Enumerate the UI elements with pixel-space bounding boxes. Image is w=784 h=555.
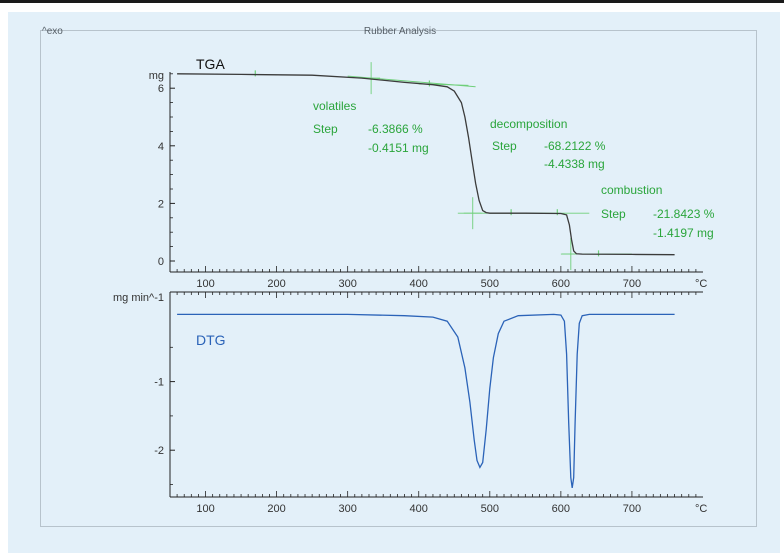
tga-x-tick-label: 700	[623, 278, 641, 290]
tga-title: TGA	[196, 56, 225, 72]
combustion-step-mass: -1.4197 mg	[653, 226, 714, 240]
decomposition-step-label: Step	[492, 139, 517, 153]
tga-y-tick-label: 6	[158, 83, 164, 95]
combustion-step-percent: -21.8423 %	[653, 207, 715, 221]
tga-x-tick-label: 200	[267, 278, 285, 290]
dtg-x-tick-label: 500	[481, 503, 499, 515]
tga-x-tick-label: 400	[410, 278, 428, 290]
volatiles-label: volatiles	[313, 99, 356, 113]
volatiles-step-percent: -6.3866 %	[368, 122, 423, 136]
dtg-x-tick-label: 300	[338, 503, 356, 515]
tga-x-tick-label: 300	[338, 278, 356, 290]
dtg-plot: 100 200 300 400 500 600 700 -1 -2 °C mg min^-1 DTG	[113, 291, 707, 515]
volatiles-step-label: Step	[313, 122, 338, 136]
dtg-x-unit-label: °C	[695, 503, 707, 515]
figure-panel	[8, 12, 780, 553]
dtg-x-tick-label: 100	[196, 503, 214, 515]
tga-y-tick-label: 0	[158, 256, 164, 268]
decomposition-step-mass: -4.4338 mg	[544, 157, 605, 171]
tga-plot: 100 200 300 400 500 600 700 0 2 4 6 °C mg TGA volatile…	[149, 56, 715, 290]
tga-y-tick-label: 4	[158, 141, 164, 153]
volatiles-step-mass: -0.4151 mg	[368, 141, 429, 155]
decomposition-step-percent: -68.2122 %	[544, 139, 606, 153]
tga-x-tick-label: 600	[552, 278, 570, 290]
dtg-y-tick-label: -1	[154, 377, 164, 389]
dtg-y-tick-label: -2	[154, 445, 164, 457]
dtg-x-tick-label: 400	[410, 503, 428, 515]
dtg-x-tick-label: 600	[552, 503, 570, 515]
dtg-x-tick-label: 700	[623, 503, 641, 515]
chart-header-title: Rubber Analysis	[364, 26, 436, 37]
tga-x-unit-label: °C	[695, 278, 707, 290]
top-border-line	[0, 0, 784, 3]
decomposition-label: decomposition	[490, 117, 567, 131]
tga-y-unit-label: mg	[149, 70, 164, 82]
tga-x-tick-label: 500	[481, 278, 499, 290]
exo-label: ^exo	[42, 26, 63, 37]
dtg-title: DTG	[196, 332, 226, 348]
dtg-x-tick-label: 200	[267, 503, 285, 515]
dtg-y-unit-label: mg min^-1	[113, 292, 164, 304]
combustion-step-label: Step	[601, 207, 626, 221]
tga-y-tick-label: 2	[158, 198, 164, 210]
plot-frame	[40, 30, 757, 527]
tga-curve	[177, 73, 675, 256]
tga-x-tick-label: 100	[196, 278, 214, 290]
combustion-label: combustion	[601, 183, 662, 197]
dtg-curve	[177, 313, 675, 488]
